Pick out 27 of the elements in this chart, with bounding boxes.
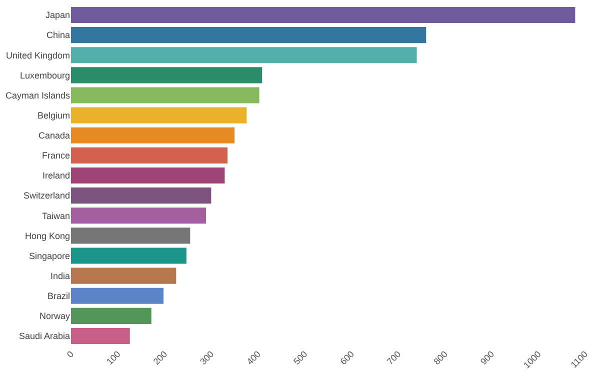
x-tick-label: 900 [478,349,496,367]
y-tick-label: Canada [38,130,70,141]
y-tick-label: China [46,30,70,40]
y-tick-label: Belgium [37,110,70,120]
x-tick-label: 0 [64,349,76,360]
y-tick-label: Singapore [28,250,70,261]
y-tick-label: France [42,150,70,161]
x-tick-label: 300 [198,349,216,367]
x-tick-label: 700 [384,349,403,367]
y-tick-label: Taiwan [42,210,70,221]
y-tick-label: Saudi Arabia [18,331,70,342]
x-tick-label: 800 [432,349,450,367]
y-tick-label: Brazil [47,291,70,301]
y-tick-label: India [50,270,70,281]
y-tick-label: United Kingdom [6,50,70,60]
x-tick-label: 400 [244,349,263,367]
y-tick-label: Hong Kong [24,230,70,241]
x-tick-label: 200 [151,349,170,367]
y-tick-label: Ireland [42,170,70,181]
y-tick-label: Norway [39,311,70,322]
y-tick-label: Cayman Islands [5,90,70,100]
y-tick-label: Switzerland [23,190,70,201]
x-tick-label: 500 [292,349,310,367]
x-tick-label: 600 [338,349,356,367]
x-tick-label: 100 [104,349,122,367]
y-tick-label: Japan [45,10,70,20]
y-tick-label: Luxembourg [20,70,70,80]
